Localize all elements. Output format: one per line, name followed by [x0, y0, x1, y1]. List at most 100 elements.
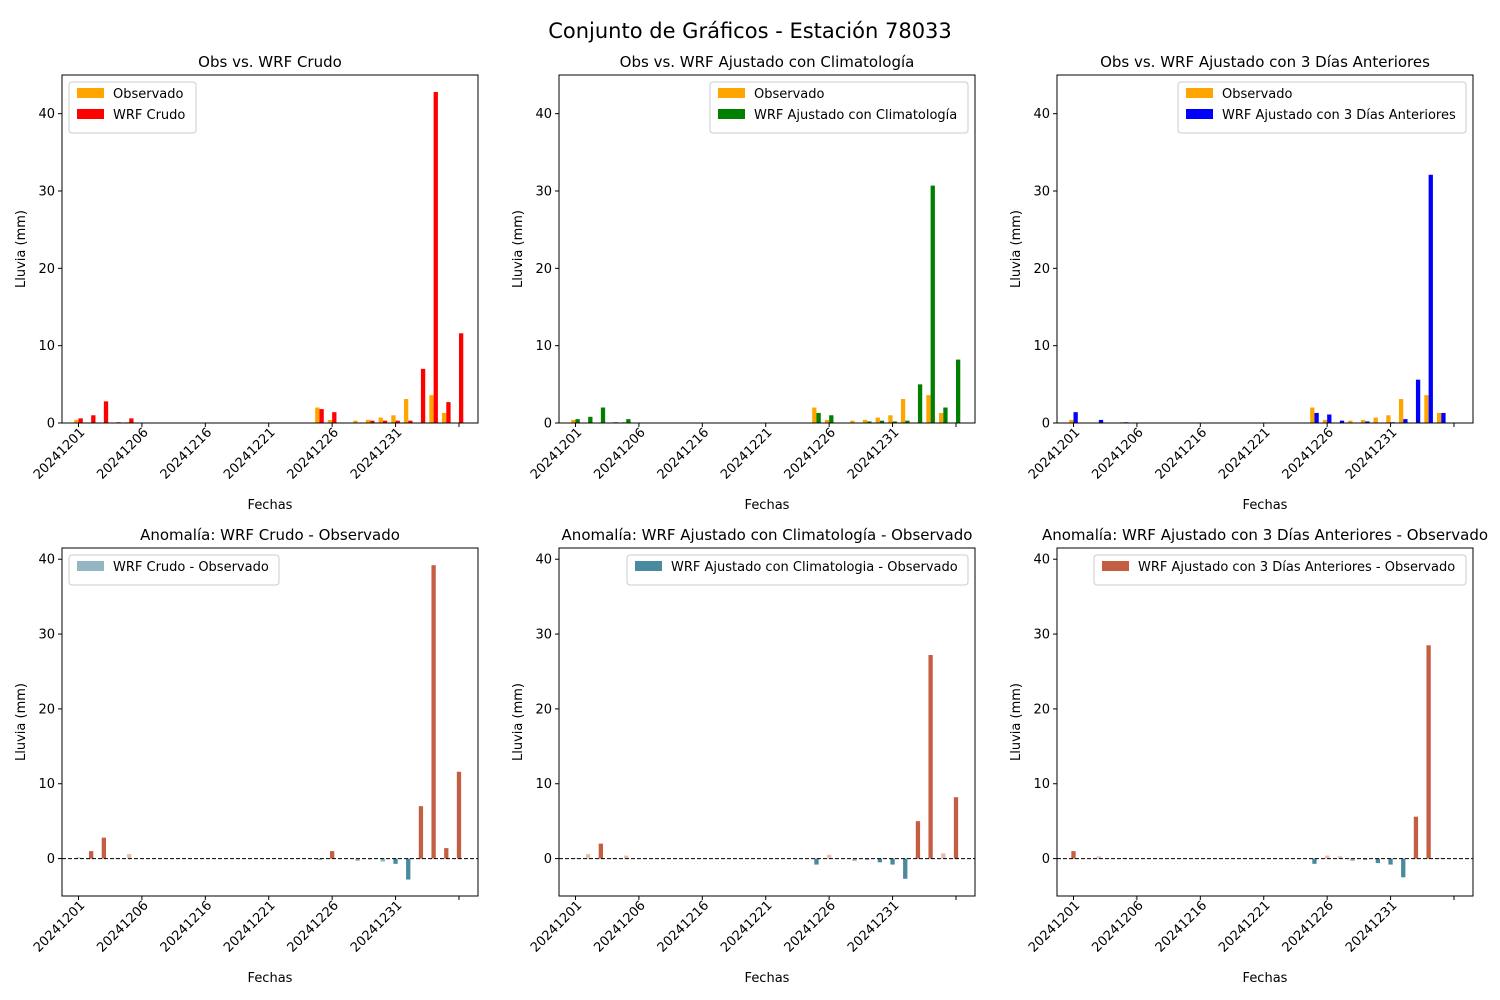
y-tick-label: 40	[1033, 107, 1050, 122]
x-tick-label: 20241216	[158, 425, 215, 482]
anomaly-bar-6	[317, 858, 322, 861]
y-tick-label: 30	[38, 185, 55, 200]
x-tick-label: 20241206	[591, 425, 648, 482]
anomaly-bar-3	[598, 843, 603, 859]
legend-label: WRF Crudo	[113, 108, 185, 123]
subplot-title: Obs vs. WRF Ajustado con 3 Días Anterior…	[1100, 53, 1430, 71]
y-tick-label: 40	[535, 553, 552, 568]
bar-observado-10	[429, 395, 434, 423]
legend-label: WRF Ajustado con 3 Días Anteriores	[1222, 108, 1456, 123]
bar-observado-7	[1373, 417, 1378, 423]
legend-swatch	[77, 561, 104, 571]
anomaly-bar-9	[1375, 858, 1381, 864]
bar-observado-11	[938, 412, 944, 423]
y-tick-label: 10	[38, 339, 55, 354]
legend-swatch	[77, 109, 104, 119]
x-axis-label: Fechas	[248, 498, 293, 513]
bar-prev3-6	[1339, 420, 1345, 423]
y-tick-label: 0	[1042, 852, 1050, 867]
bar-crudo-12	[420, 368, 426, 423]
bar-crudo-1	[78, 418, 83, 423]
bar-clim-10	[892, 421, 897, 423]
anomaly-bar-1	[573, 857, 578, 859]
bar-prev3-9	[1403, 419, 1408, 423]
y-tick-label: 40	[535, 107, 552, 122]
anomaly-bar-11	[890, 858, 895, 865]
y-tick-label: 20	[38, 262, 55, 277]
x-tick-label: 20241221	[718, 425, 775, 482]
axes-frame	[558, 74, 976, 424]
y-tick-label: 0	[1042, 417, 1050, 432]
x-tick-label: 20241206	[1089, 425, 1146, 482]
bar-observado-8	[888, 415, 893, 423]
anomaly-bar-7	[330, 851, 335, 859]
x-axis-label: Fechas	[248, 971, 293, 986]
bar-observado-9	[1398, 399, 1404, 423]
x-axis-label: Fechas	[745, 498, 790, 513]
x-tick-label: 20241206	[1089, 898, 1146, 955]
anomaly-bar-16	[456, 771, 462, 859]
anomaly-bar-2	[1096, 856, 1101, 859]
bar-clim-15	[955, 359, 961, 423]
x-tick-label: 20241226	[782, 425, 839, 482]
x-tick-label: 20241216	[655, 898, 712, 955]
anomaly-bar-1	[76, 857, 81, 859]
legend-swatch	[718, 88, 745, 98]
bar-observado-11	[1436, 412, 1442, 423]
axes-frame	[61, 547, 479, 897]
x-tick-label: 20241216	[655, 425, 712, 482]
bar-clim-1	[575, 419, 580, 423]
bar-prev3-11	[1428, 174, 1433, 423]
bar-clim-14	[943, 407, 948, 423]
subplot-5: Anomalía: WRF Ajustado con Climatología …	[511, 526, 976, 986]
x-tick-label: 20241221	[221, 898, 278, 955]
anomaly-bar-5	[127, 854, 132, 859]
bar-observado-1	[1069, 419, 1074, 423]
legend-label: Observado	[113, 87, 184, 102]
y-tick-label: 20	[38, 702, 55, 717]
bar-observado-4	[327, 419, 333, 423]
x-axis-label: Fechas	[745, 971, 790, 986]
bar-crudo-8	[370, 420, 375, 423]
legend-swatch	[1186, 109, 1213, 119]
bar-crudo-6	[319, 409, 324, 423]
x-tick-label: 20241201	[528, 898, 585, 955]
anomaly-bar-8	[355, 858, 360, 861]
bar-crudo-14	[446, 402, 451, 423]
anomaly-bar-7	[827, 854, 832, 859]
legend-label: WRF Crudo - Observado	[113, 560, 269, 575]
legend-swatch	[718, 109, 745, 119]
bar-prev3-5	[1327, 414, 1332, 423]
y-tick-label: 0	[47, 852, 55, 867]
y-tick-label: 30	[1033, 185, 1050, 200]
y-axis-label: Lluvia (mm)	[511, 683, 526, 761]
legend-box	[709, 81, 969, 134]
bar-observado-9	[403, 399, 409, 423]
subplot-title: Obs vs. WRF Crudo	[198, 53, 342, 71]
bar-observado-7	[378, 417, 383, 423]
y-tick-label: 20	[535, 702, 552, 717]
bar-observado-1	[74, 419, 79, 423]
x-tick-label: 20241221	[718, 898, 775, 955]
x-tick-label: 20241231	[1343, 425, 1400, 482]
anomaly-bar-2	[586, 854, 591, 859]
subplot-title: Anomalía: WRF Crudo - Observado	[140, 526, 400, 544]
anomaly-bar-13	[418, 806, 424, 859]
anomaly-bar-8	[1363, 858, 1368, 861]
anomaly-bar-1	[1071, 851, 1076, 859]
bar-clim-11	[905, 420, 910, 423]
x-tick-label: 20241206	[591, 898, 648, 955]
legend: WRF Crudo - Observado	[68, 554, 280, 586]
x-tick-label: 20241201	[1026, 898, 1083, 955]
y-tick-label: 0	[544, 852, 552, 867]
y-axis-label: Lluvia (mm)	[1009, 683, 1024, 761]
x-tick-label: 20241226	[782, 898, 839, 955]
bar-crudo-10	[395, 420, 400, 423]
legend-label: WRF Ajustado con Climatología	[754, 108, 957, 123]
y-tick-label: 40	[38, 553, 55, 568]
anomaly-bar-14	[431, 565, 436, 859]
bar-crudo-3	[103, 401, 109, 423]
y-tick-label: 30	[535, 185, 552, 200]
bar-observado-10	[926, 395, 931, 423]
bar-observado-9	[900, 399, 906, 423]
